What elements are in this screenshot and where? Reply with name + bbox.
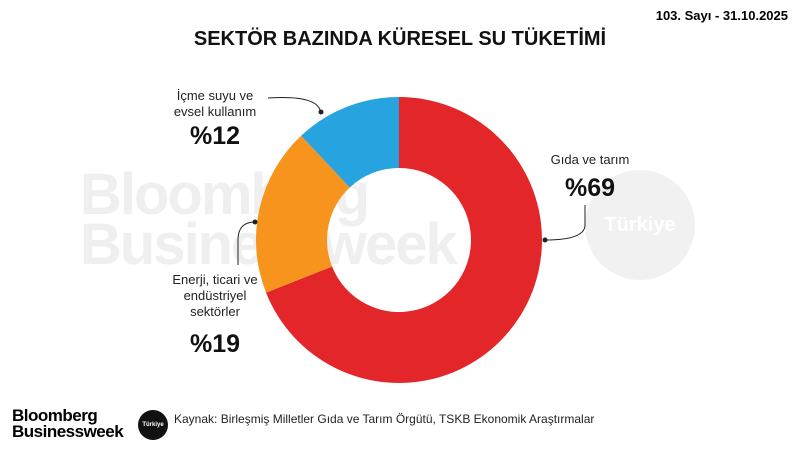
leader-dot xyxy=(318,109,324,115)
issue: 103. Sayı - 31.10.2025 xyxy=(655,8,788,23)
category-label: Enerji, ticari ve endüstriyel sektörler xyxy=(172,272,258,319)
donut-slice xyxy=(266,97,542,383)
leader-line xyxy=(237,221,256,265)
logo: Bloomberg Businessweek xyxy=(12,406,124,441)
value-label: %19 xyxy=(189,330,241,358)
watermark-badge: Türkiye xyxy=(585,170,695,280)
leader-dot xyxy=(252,219,258,225)
donut-slice xyxy=(256,135,350,293)
logo-badge: Türkiye xyxy=(138,410,168,440)
donut-slice xyxy=(301,97,399,188)
logo-line: Businessweek xyxy=(12,422,124,441)
value-label: %12 xyxy=(189,122,241,150)
category-label: İçme suyu ve evsel kullanım xyxy=(173,88,257,119)
logo-line: Bloomberg xyxy=(12,406,98,425)
source: Kaynak: Birleşmiş Milletler Gıda ve Tarı… xyxy=(174,412,595,426)
leader-dot xyxy=(542,237,548,243)
value-label: %69 xyxy=(564,174,616,202)
leader-line xyxy=(267,97,321,111)
chart-title: SEKTÖR BAZINDA KÜRESEL SU TÜKETİMİ xyxy=(193,28,607,50)
leader-line xyxy=(544,205,586,241)
category-label: Gıda ve tarım xyxy=(550,152,630,167)
